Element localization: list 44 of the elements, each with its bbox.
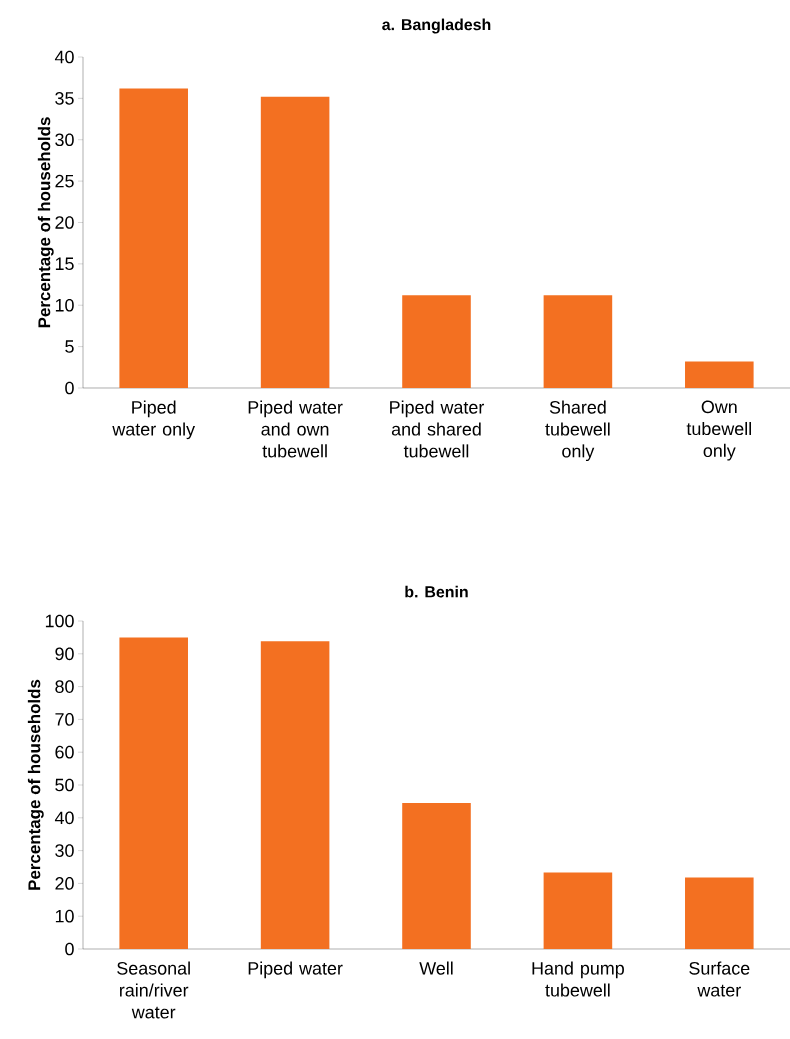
y-tick-label: 40 — [54, 811, 74, 825]
x-tick-label: Seasonal rain/river water — [117, 961, 190, 1019]
y-axis-title: Percentage of households — [27, 679, 44, 890]
bar — [543, 295, 613, 388]
bar — [119, 88, 188, 388]
x-tick-label: Surface water — [689, 961, 750, 997]
y-tick-label: 30 — [55, 844, 74, 857]
bar — [119, 637, 188, 949]
x-tick-label: Piped water — [248, 961, 343, 979]
y-tick-label: 30 — [55, 133, 74, 147]
y-tick-label: 40 — [54, 50, 74, 64]
x-tick-label: Piped water only — [112, 400, 196, 440]
y-tick-label: 10 — [55, 909, 74, 923]
x-tick-label: Hand pump tubewell — [532, 961, 624, 997]
y-tick-label: 35 — [55, 92, 74, 105]
y-tick-label: 100 — [45, 614, 74, 628]
y-tick-label: 5 — [65, 340, 74, 353]
y-tick-label: 50 — [55, 778, 74, 792]
x-tick-label: Piped water and shared tubewell — [390, 400, 485, 458]
y-tick-label: 60 — [55, 745, 74, 759]
y-tick-label: 20 — [55, 877, 74, 890]
y-tick-label: 0 — [65, 942, 74, 956]
y-tick-label: 10 — [55, 298, 74, 312]
y-tick-label: 70 — [55, 713, 74, 726]
bar — [402, 803, 471, 949]
bar — [543, 872, 613, 949]
bar — [260, 96, 330, 388]
x-tick-label: Own tubewell only — [686, 400, 751, 461]
y-tick-label: 15 — [55, 257, 74, 271]
y-axis-title: Percentage of households — [37, 117, 54, 328]
y-tick-label: 20 — [55, 216, 74, 229]
bar — [685, 361, 754, 388]
chart-title: a. Bangladesh — [382, 18, 491, 34]
y-tick-label: 0 — [65, 381, 74, 395]
chart-title: b. Benin — [405, 585, 468, 598]
x-tick-label: Well — [419, 961, 453, 975]
y-tick-label: 80 — [55, 680, 74, 693]
bar — [402, 295, 471, 388]
y-tick-label: 90 — [55, 647, 74, 661]
y-tick-label: 25 — [55, 174, 74, 188]
bar — [260, 641, 330, 949]
bar — [685, 877, 754, 949]
x-tick-label: Piped water and own tubewell — [248, 400, 343, 458]
x-tick-label: Shared tubewell only — [545, 400, 610, 462]
